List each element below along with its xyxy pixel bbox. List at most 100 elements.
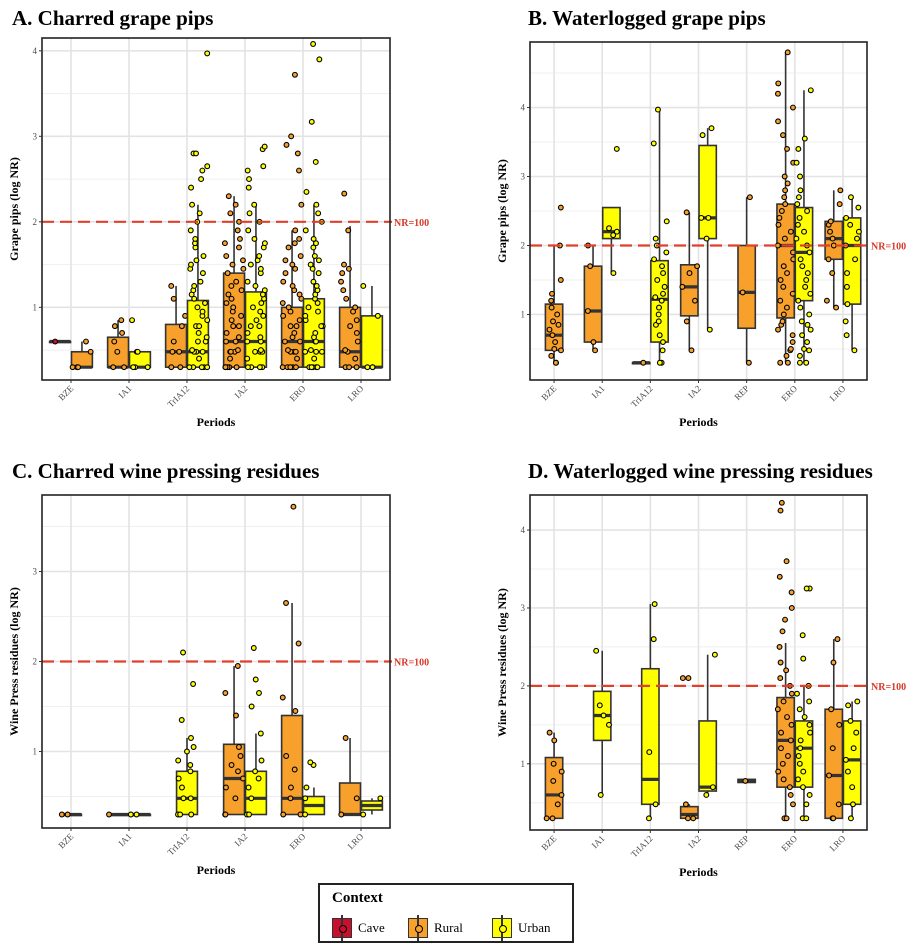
data-point — [296, 291, 303, 298]
data-point — [118, 317, 125, 324]
data-point — [806, 698, 813, 705]
y-tick-label: 4 — [521, 525, 526, 535]
data-point — [790, 801, 796, 808]
data-point — [318, 323, 325, 330]
data-point — [546, 729, 553, 736]
data-point — [75, 364, 82, 371]
data-point — [783, 815, 790, 822]
data-point — [202, 300, 208, 306]
data-point — [739, 289, 746, 296]
data-point — [229, 261, 236, 268]
data-point — [360, 811, 367, 818]
data-point — [795, 776, 801, 783]
data-point — [186, 364, 193, 371]
box-body — [698, 144, 718, 240]
data-point — [555, 321, 562, 328]
data-point — [802, 283, 809, 290]
data-point — [287, 795, 294, 802]
data-point — [127, 811, 134, 818]
data-point — [777, 277, 784, 283]
x-tick-label: REP — [732, 383, 751, 402]
data-point — [550, 318, 556, 325]
data-point — [646, 749, 653, 756]
data-point — [844, 768, 851, 775]
data-point — [656, 332, 663, 339]
data-point — [291, 71, 298, 78]
box-cave-bze — [48, 338, 72, 345]
data-point — [807, 729, 814, 736]
box-body — [280, 714, 304, 816]
data-point — [837, 187, 844, 194]
data-point — [552, 359, 559, 366]
data-point — [290, 503, 297, 510]
data-point — [294, 355, 300, 362]
y-tick-label: 4 — [521, 103, 526, 113]
data-point — [279, 300, 286, 306]
data-point — [597, 791, 604, 798]
data-point — [192, 235, 199, 242]
data-point — [774, 706, 781, 713]
data-point — [783, 667, 790, 674]
y-tick-label: 3 — [33, 567, 38, 577]
data-point — [850, 745, 857, 752]
data-point — [257, 308, 264, 315]
data-point — [836, 201, 843, 208]
legend-key-rural — [408, 915, 428, 941]
data-point — [280, 278, 287, 285]
x-tick-label: BZE — [56, 383, 75, 402]
data-point — [799, 632, 806, 639]
legend-label: Cave — [358, 920, 385, 935]
data-point — [292, 227, 299, 234]
box-urban-lro — [842, 194, 862, 354]
box-rural-rep — [737, 194, 757, 366]
data-point — [232, 201, 239, 208]
data-point — [223, 338, 230, 345]
data-point — [855, 204, 862, 211]
legend-label: Rural — [434, 920, 463, 935]
data-point — [855, 228, 862, 235]
x-tick-label: IA1 — [590, 833, 607, 850]
data-point — [801, 228, 808, 235]
data-point — [251, 201, 258, 208]
data-point — [188, 735, 194, 741]
data-point — [844, 301, 851, 308]
box-urban-ero — [794, 585, 814, 822]
data-point — [296, 235, 303, 242]
data-point — [780, 132, 786, 139]
data-point — [252, 283, 259, 289]
data-point — [778, 745, 784, 752]
chart-title: B. Waterlogged grape pips — [528, 6, 766, 30]
box-urban-lro — [360, 283, 384, 371]
data-point — [836, 721, 843, 728]
data-point — [854, 698, 861, 705]
box-rural-ia1 — [583, 242, 603, 354]
data-point — [288, 133, 295, 140]
x-tick-label: ERO — [288, 831, 308, 851]
data-point — [778, 208, 785, 214]
data-point — [245, 184, 252, 191]
data-point — [307, 759, 314, 766]
data-point — [658, 297, 665, 304]
data-point — [854, 235, 860, 242]
data-point — [244, 364, 251, 371]
data-point — [199, 167, 206, 174]
data-point — [795, 297, 802, 304]
data-point — [176, 348, 183, 355]
data-point — [685, 675, 692, 682]
data-point — [683, 209, 690, 216]
data-point — [777, 359, 784, 366]
data-point — [690, 815, 697, 822]
data-point — [230, 323, 237, 330]
data-point — [774, 242, 781, 249]
data-point — [289, 261, 296, 268]
data-point — [292, 348, 299, 355]
data-point — [789, 332, 796, 339]
data-point — [364, 364, 371, 371]
box-urban-tria12 — [650, 106, 670, 366]
data-point — [223, 784, 229, 791]
data-point — [784, 714, 790, 720]
data-point — [244, 330, 251, 336]
data-point — [797, 745, 804, 752]
data-point — [796, 359, 803, 366]
data-point — [184, 748, 190, 755]
